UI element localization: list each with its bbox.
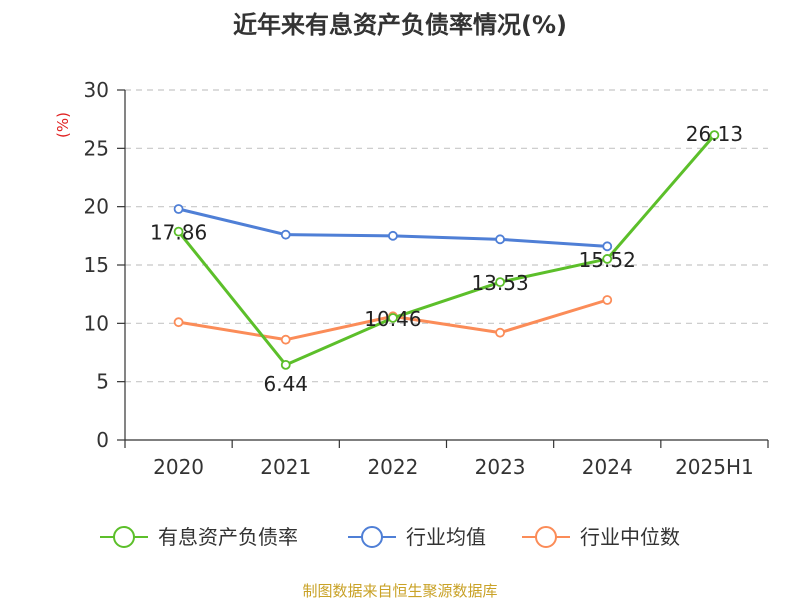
axes: 0 5 10 15 20 25 30 2020 2021 2022 2023 2024 2025H1 — [84, 78, 769, 479]
data-point — [173, 204, 184, 214]
data-point — [388, 313, 398, 323]
data-point — [388, 230, 398, 241]
data-label: 26.13 — [686, 122, 743, 146]
data-label: 10.46 — [364, 307, 421, 331]
data-labels: 17.86 6.44 10.46 13.53 15.52 26.13 — [150, 122, 743, 396]
data-point — [495, 277, 505, 288]
data-label: 13.53 — [471, 271, 528, 295]
legend-label: 行业均值 — [406, 525, 486, 549]
x-tick-label: 2025H1 — [675, 455, 754, 479]
x-tick-label: 2024 — [582, 455, 633, 479]
x-tick-label: 2022 — [367, 455, 418, 479]
legend-marker — [113, 526, 135, 548]
legend-label: 有息资产负债率 — [158, 525, 298, 549]
x-tick-label: 2023 — [475, 455, 526, 479]
x-tick-label: 2020 — [153, 455, 204, 479]
data-point — [495, 234, 505, 245]
y-tick-label: 25 — [84, 136, 109, 160]
legend-marker — [535, 526, 557, 548]
data-label: 15.52 — [579, 248, 636, 272]
y-tick-label: 5 — [96, 370, 109, 394]
chart-title: 近年来有息资产负债率情况(%) — [233, 11, 567, 39]
x-tick-label: 2021 — [260, 455, 311, 479]
legend-item[interactable]: 行业均值 — [348, 525, 486, 549]
legend-marker — [361, 526, 383, 548]
y-tick-label: 10 — [84, 311, 109, 335]
data-point — [173, 226, 184, 237]
series-line — [177, 134, 716, 367]
data-point — [280, 359, 291, 370]
y-tick-label: 30 — [84, 78, 109, 102]
data-point — [173, 317, 184, 328]
data-point — [602, 254, 613, 264]
gridlines — [125, 89, 768, 383]
data-label: 17.86 — [150, 221, 207, 245]
legend-label: 行业中位数 — [580, 525, 680, 549]
data-label: 6.44 — [263, 372, 308, 396]
source-note: 制图数据来自恒生聚源数据库 — [302, 582, 497, 600]
data-point — [280, 334, 291, 345]
data-point — [709, 130, 720, 141]
legend-item[interactable]: 有息资产负债率 — [100, 525, 298, 549]
y-axis-label: (%) — [54, 112, 72, 138]
legend-item[interactable]: 行业中位数 — [522, 525, 680, 549]
data-point — [495, 327, 505, 338]
data-point — [602, 295, 613, 305]
legend[interactable]: 有息资产负债率 行业均值 行业中位数 — [100, 525, 680, 549]
y-tick-label: 0 — [96, 428, 109, 452]
data-point — [280, 229, 291, 240]
y-tick-label: 20 — [84, 195, 109, 219]
series-lines — [173, 130, 720, 370]
y-tick-label: 15 — [84, 253, 109, 277]
data-point — [602, 241, 613, 252]
